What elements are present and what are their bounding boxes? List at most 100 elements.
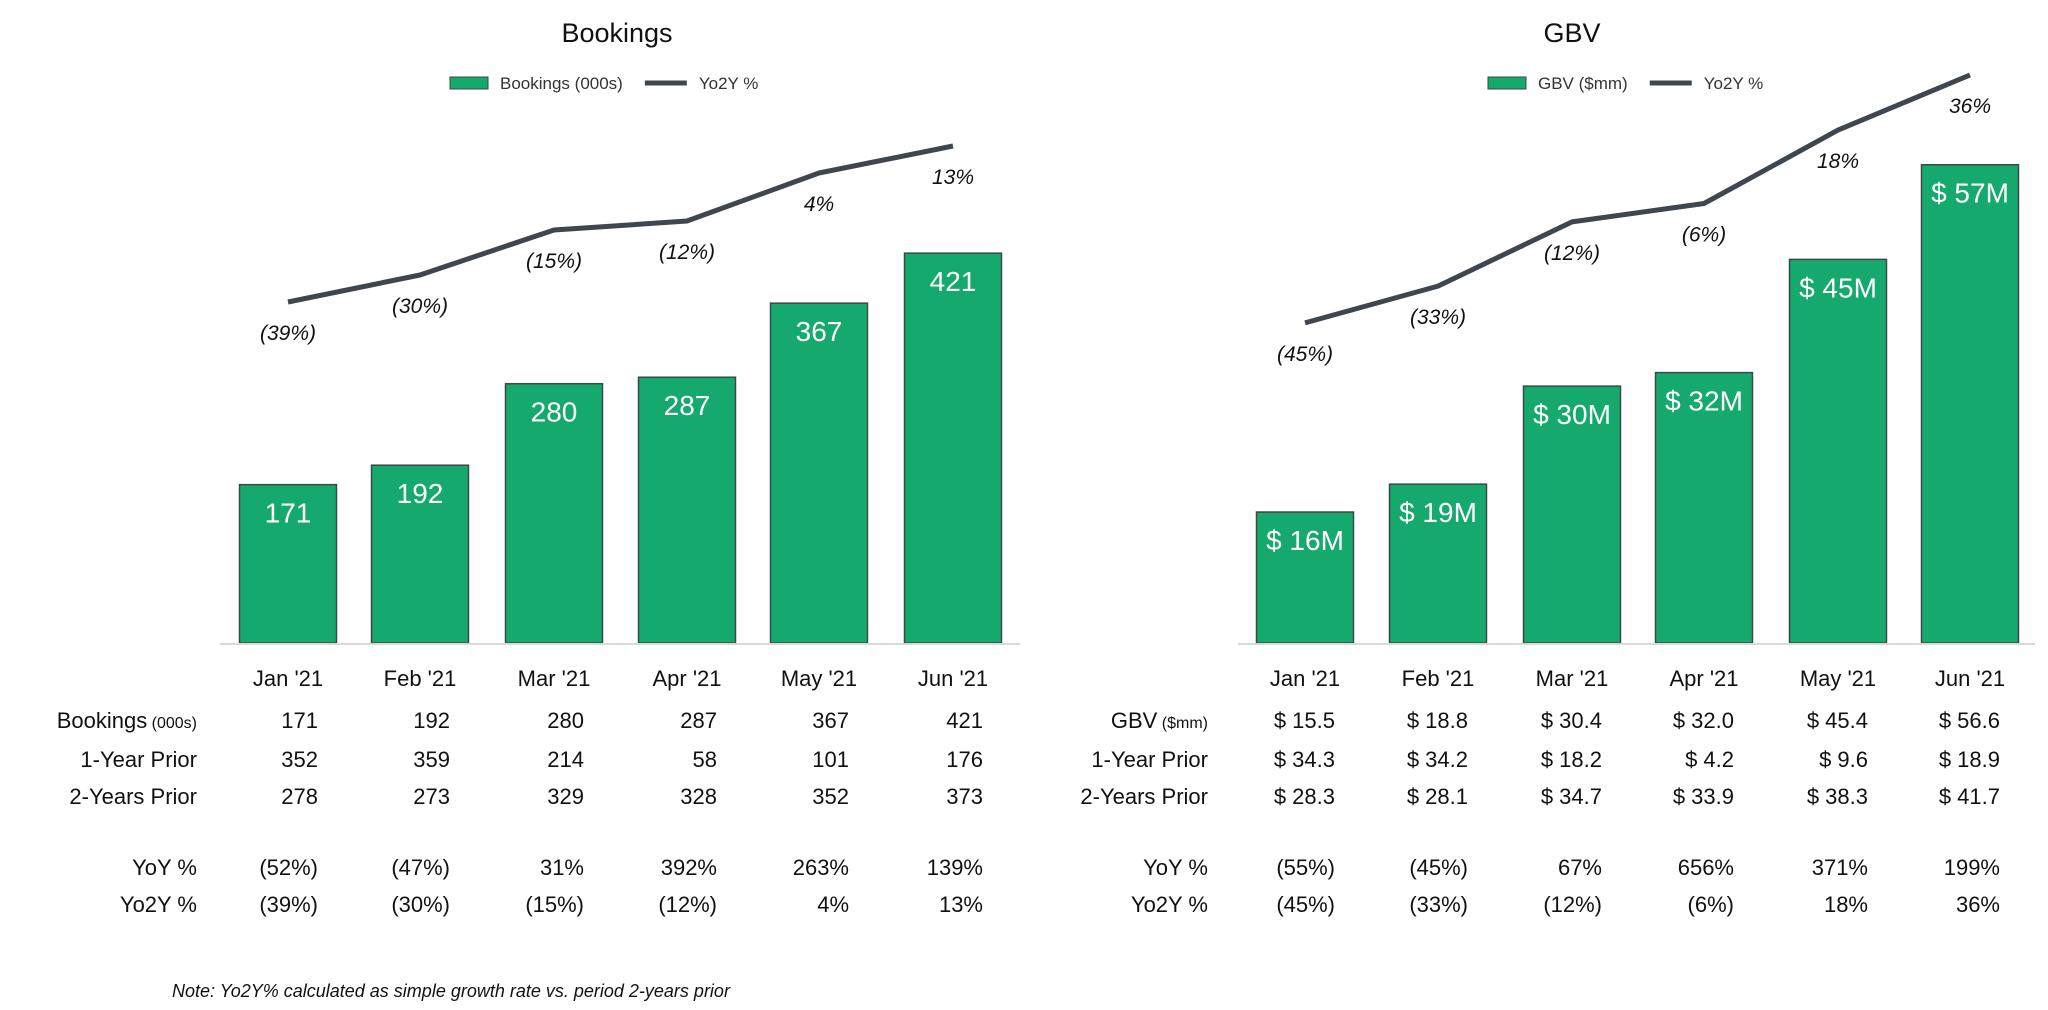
gbv-table-cell: $ 41.7 bbox=[1939, 784, 2000, 809]
gbv-x-tick-label: Feb '21 bbox=[1402, 666, 1475, 691]
gbv-table-cell: $ 4.2 bbox=[1685, 747, 1734, 772]
gbv-chart-title: GBV bbox=[1543, 18, 1600, 48]
bookings-x-tick-label: Jan '21 bbox=[253, 666, 323, 691]
gbv-table-row-label: YoY % bbox=[1143, 855, 1208, 880]
gbv-table-cell: $ 18.8 bbox=[1407, 708, 1468, 733]
bookings-table-cell: 171 bbox=[281, 708, 318, 733]
bookings-table-cell: 273 bbox=[413, 784, 450, 809]
bookings-x-tick-label: Feb '21 bbox=[384, 666, 457, 691]
bookings-table-cell: 176 bbox=[946, 747, 983, 772]
bookings-table-row-label: YoY % bbox=[132, 855, 197, 880]
bookings-bar-label: 367 bbox=[796, 316, 843, 347]
gbv-table-row-label: 1-Year Prior bbox=[1091, 747, 1208, 772]
bookings-table-cell: 359 bbox=[413, 747, 450, 772]
bookings-table-cell: 352 bbox=[812, 784, 849, 809]
gbv-table-row-label: GBV ($mm) bbox=[1111, 708, 1208, 733]
bookings-table-cell: 352 bbox=[281, 747, 318, 772]
gbv-table-cell: 656% bbox=[1678, 855, 1734, 880]
bookings-line-label: (15%) bbox=[526, 250, 582, 273]
gbv-x-tick-label: Apr '21 bbox=[1669, 666, 1738, 691]
gbv-legend-bar-swatch bbox=[1487, 76, 1527, 90]
gbv-table-cell: 18% bbox=[1824, 892, 1868, 917]
bookings-table-cell: 373 bbox=[946, 784, 983, 809]
bookings-table-row-label: Bookings (000s) bbox=[57, 708, 197, 733]
bookings-line-label: (39%) bbox=[260, 322, 316, 345]
gbv-bar-label: $ 45M bbox=[1799, 272, 1877, 303]
gbv-table-cell: $ 30.4 bbox=[1541, 708, 1602, 733]
bookings-line-label: (12%) bbox=[659, 241, 715, 264]
bookings-table-cell: 287 bbox=[680, 708, 717, 733]
gbv-table-row-label: 2-Years Prior bbox=[1080, 784, 1208, 809]
bookings-bar-label: 171 bbox=[265, 498, 312, 529]
gbv-table-cell: 36% bbox=[1956, 892, 2000, 917]
gbv-table-cell: $ 18.2 bbox=[1541, 747, 1602, 772]
gbv-x-tick-label: May '21 bbox=[1800, 666, 1876, 691]
bookings-table-cell: (12%) bbox=[658, 892, 717, 917]
bookings-x-tick-label: Jun '21 bbox=[918, 666, 988, 691]
bookings-table-cell: 192 bbox=[413, 708, 450, 733]
bookings-table-cell: 31% bbox=[540, 855, 584, 880]
gbv-line-label: (33%) bbox=[1410, 306, 1466, 329]
gbv-bar bbox=[1788, 258, 1888, 644]
bookings-table-row-label: Yo2Y % bbox=[120, 892, 197, 917]
bookings-legend-bar-swatch bbox=[449, 76, 489, 90]
gbv-table-cell: 199% bbox=[1944, 855, 2000, 880]
bookings-x-tick-label: Mar '21 bbox=[518, 666, 591, 691]
gbv-line-label: (6%) bbox=[1682, 224, 1726, 247]
gbv-bar bbox=[1920, 163, 2020, 644]
gbv-table-cell: 67% bbox=[1558, 855, 1602, 880]
bookings-table-cell: 13% bbox=[939, 892, 983, 917]
bookings-bar-label: 421 bbox=[930, 266, 977, 297]
gbv-x-tick-label: Jun '21 bbox=[1935, 666, 2005, 691]
bookings-table-cell: 263% bbox=[793, 855, 849, 880]
bookings-legend-bar-label: Bookings (000s) bbox=[500, 74, 623, 93]
bookings-table-cell: 101 bbox=[812, 747, 849, 772]
gbv-legend-bar-label: GBV ($mm) bbox=[1538, 74, 1628, 93]
bookings-table-cell: (15%) bbox=[525, 892, 584, 917]
gbv-table-cell: $ 28.1 bbox=[1407, 784, 1468, 809]
bookings-bar bbox=[903, 252, 1003, 644]
gbv-table-cell: (33%) bbox=[1409, 892, 1468, 917]
bookings-table-cell: (39%) bbox=[259, 892, 318, 917]
bookings-table-cell: 421 bbox=[946, 708, 983, 733]
gbv-line-label: 18% bbox=[1817, 150, 1859, 173]
bookings-table-cell: 328 bbox=[680, 784, 717, 809]
gbv-table-cell: (45%) bbox=[1276, 892, 1335, 917]
bookings-table-cell: (52%) bbox=[259, 855, 318, 880]
gbv-bar-label: $ 16M bbox=[1266, 525, 1344, 556]
gbv-table-cell: (45%) bbox=[1409, 855, 1468, 880]
gbv-table-cell: 371% bbox=[1812, 855, 1868, 880]
bookings-table-cell: 58 bbox=[693, 747, 717, 772]
gbv-table-cell: $ 34.2 bbox=[1407, 747, 1468, 772]
bookings-bar-label: 287 bbox=[664, 390, 711, 421]
gbv-table-cell: $ 9.6 bbox=[1819, 747, 1868, 772]
bookings-table-cell: (47%) bbox=[391, 855, 450, 880]
bookings-yo2y-line bbox=[287, 143, 954, 305]
gbv-bar-label: $ 32M bbox=[1665, 386, 1743, 417]
gbv-table-cell: $ 33.9 bbox=[1673, 784, 1734, 809]
bookings-table-cell: 367 bbox=[812, 708, 849, 733]
gbv-table-cell: (12%) bbox=[1543, 892, 1602, 917]
gbv-table-row-label: Yo2Y % bbox=[1131, 892, 1208, 917]
gbv-x-tick-label: Mar '21 bbox=[1536, 666, 1609, 691]
bookings-bar-label: 280 bbox=[531, 397, 578, 428]
gbv-table-cell: $ 38.3 bbox=[1807, 784, 1868, 809]
gbv-bar-label: $ 30M bbox=[1533, 399, 1611, 430]
bookings-table-cell: 392% bbox=[661, 855, 717, 880]
gbv-table-cell: $ 56.6 bbox=[1939, 708, 2000, 733]
gbv-bar bbox=[1522, 385, 1622, 644]
gbv-line-label: (45%) bbox=[1277, 343, 1333, 366]
gbv-table-cell: $ 45.4 bbox=[1807, 708, 1868, 733]
bookings-table-row-label: 2-Years Prior bbox=[69, 784, 197, 809]
bookings-legend-line-label: Yo2Y % bbox=[699, 74, 759, 93]
gbv-x-tick-label: Jan '21 bbox=[1270, 666, 1340, 691]
gbv-legend-line-label: Yo2Y % bbox=[1704, 74, 1764, 93]
gbv-bar-label: $ 19M bbox=[1399, 497, 1477, 528]
bookings-bar bbox=[370, 464, 470, 644]
gbv-table-cell: (6%) bbox=[1688, 892, 1734, 917]
gbv-table-cell: $ 28.3 bbox=[1274, 784, 1335, 809]
bookings-x-tick-label: May '21 bbox=[781, 666, 857, 691]
bookings-bar bbox=[769, 302, 869, 644]
gbv-line-label: 36% bbox=[1949, 95, 1991, 118]
